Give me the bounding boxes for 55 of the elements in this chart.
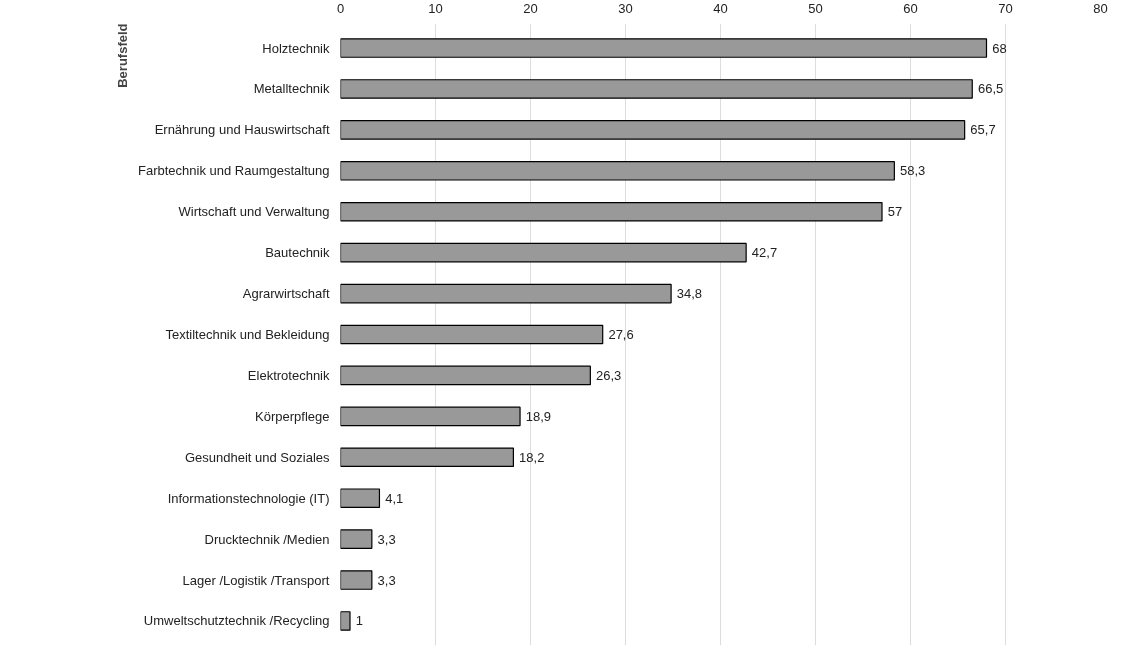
y-tick-label: Holztechnik	[262, 40, 330, 56]
data-label: 58,3	[900, 163, 926, 179]
data-label: 3,3	[377, 572, 396, 588]
y-tick-label: Gesundheit und Soziales	[184, 449, 330, 465]
x-tick-label: 60	[903, 0, 918, 16]
bar	[340, 38, 988, 58]
data-label: 66,5	[977, 81, 1004, 97]
x-tick-label: 30	[618, 0, 633, 16]
y-tick-label: Metalltechnik	[253, 81, 330, 97]
data-label: 18,9	[525, 408, 552, 424]
data-label: 57	[887, 204, 903, 220]
y-tick-label: Agrarwirtschaft	[242, 286, 330, 302]
bar	[340, 79, 973, 99]
bar	[340, 488, 381, 508]
data-label: 4,1	[385, 490, 404, 506]
data-label: 65,7	[970, 122, 996, 138]
y-axis-title: Berufsfeld	[114, 23, 130, 88]
bar	[340, 161, 895, 181]
x-tick-label: 10	[428, 0, 443, 16]
y-tick-label: Bautechnik	[265, 245, 330, 261]
y-tick-label: Informationstechnologie (IT)	[167, 490, 330, 506]
data-label: 18,2	[519, 449, 545, 465]
x-tick-label: 40	[713, 0, 728, 16]
y-tick-label: Drucktechnik /Medien	[204, 531, 330, 547]
x-tick-label: 70	[998, 0, 1013, 16]
y-tick-label: Textiltechnik und Bekleidung	[165, 327, 330, 342]
bar	[340, 447, 514, 468]
y-tick-label: Farbtechnik und Raumgestaltung	[138, 163, 330, 179]
bar	[340, 529, 373, 549]
y-tick-label: Umweltschutztechnik /Recycling	[143, 613, 330, 629]
bar	[340, 406, 521, 427]
data-label: 26,3	[596, 367, 622, 383]
bar	[340, 242, 747, 263]
y-tick-label: Elektrotechnik	[247, 367, 330, 383]
x-tick-label: 50	[808, 0, 823, 16]
y-tick-label: Körperpflege	[255, 408, 330, 424]
bar	[340, 570, 373, 590]
bar	[340, 120, 966, 140]
data-label: 3,3	[377, 531, 396, 547]
bar	[340, 365, 591, 386]
data-label: 42,7	[751, 245, 778, 261]
y-tick-label: Lager /Logistik /Transport	[182, 572, 330, 588]
bar	[340, 283, 672, 304]
bar	[340, 201, 883, 222]
bar	[340, 324, 604, 345]
y-tick-label: Ernährung und Hauswirtschaft	[154, 122, 330, 138]
data-label: 1	[355, 613, 363, 629]
y-tick-label: Wirtschaft und Verwaltung	[178, 204, 330, 220]
x-tick-label: 20	[523, 0, 538, 16]
x-tick-label: 80	[1093, 0, 1108, 16]
data-label: 68	[992, 40, 1007, 56]
data-label: 27,6	[608, 327, 634, 342]
x-tick-label: 0	[336, 0, 345, 16]
data-label: 34,8	[676, 286, 703, 302]
bar	[340, 611, 351, 631]
